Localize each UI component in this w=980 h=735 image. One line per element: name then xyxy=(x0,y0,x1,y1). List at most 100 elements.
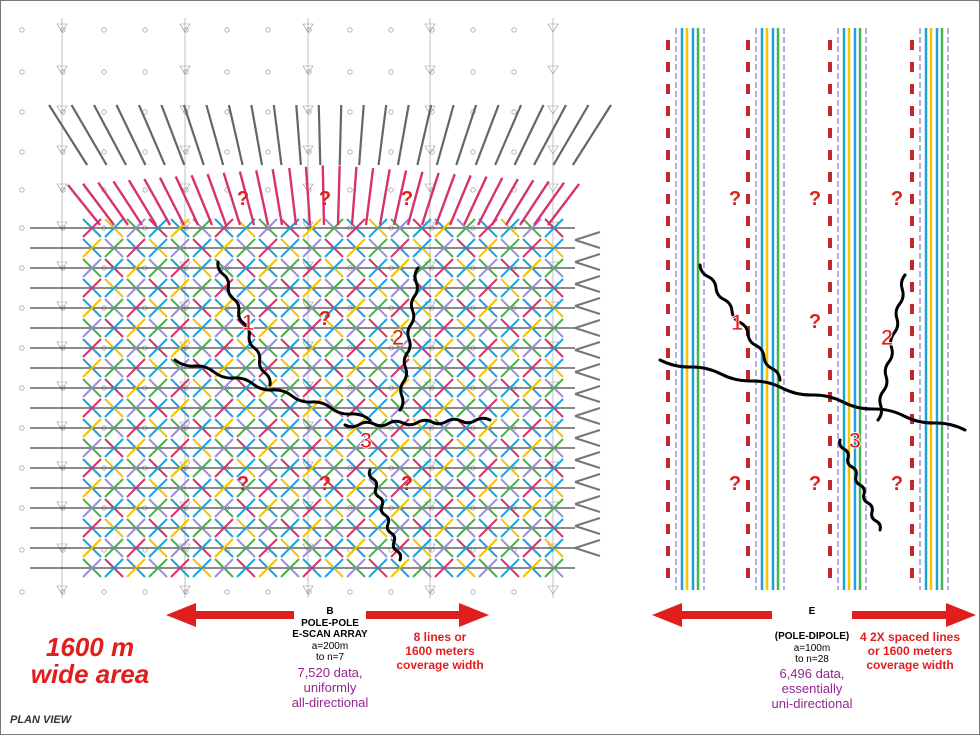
measurement-segment xyxy=(478,418,498,438)
measurement-segment xyxy=(478,358,498,378)
electrode-marker xyxy=(746,260,750,270)
measurement-segment xyxy=(434,278,454,298)
measurement-segment xyxy=(280,558,300,578)
question-mark: ? xyxy=(729,473,741,495)
station-marker xyxy=(265,187,271,193)
electrode-marker xyxy=(828,480,832,490)
measurement-segment xyxy=(434,478,454,498)
station-marker xyxy=(224,589,230,595)
measurement-segment xyxy=(192,358,212,378)
measurement-segment xyxy=(82,398,102,418)
measurement-segment xyxy=(544,538,564,558)
station-marker xyxy=(19,187,25,193)
electrode-marker xyxy=(302,105,314,115)
measurement-segment xyxy=(522,558,542,578)
left-arrow-left-head xyxy=(166,603,196,627)
coverage-arrows xyxy=(166,603,976,627)
measurement-segment xyxy=(258,418,278,438)
measurement-segment xyxy=(104,558,124,578)
radial-segment xyxy=(416,104,433,166)
measurement-segment xyxy=(324,498,344,518)
radial-segment xyxy=(533,104,567,166)
electrode-marker xyxy=(302,145,314,155)
measurement-segment xyxy=(82,278,102,298)
radial-segment xyxy=(317,104,322,166)
measurement-segment xyxy=(280,498,300,518)
measurement-segment xyxy=(544,278,564,298)
measurement-segment xyxy=(324,278,344,298)
measurement-segment xyxy=(148,518,168,538)
electrode-marker xyxy=(828,326,832,336)
measurement-segment xyxy=(148,218,168,238)
station-marker xyxy=(511,69,517,75)
radial-segment xyxy=(490,178,519,226)
measurement-segment xyxy=(522,338,542,358)
measurement-segment xyxy=(522,398,542,418)
electrode-marker xyxy=(910,282,914,292)
measurement-segment xyxy=(82,358,102,378)
measurement-segment xyxy=(500,338,520,358)
measurement-segment xyxy=(478,318,498,338)
right-array-letter: E xyxy=(808,606,816,617)
left-n-levels: to n=7 xyxy=(315,652,345,663)
fracture-traces xyxy=(173,260,967,562)
measurement-segment xyxy=(170,498,190,518)
measurement-segment xyxy=(456,358,476,378)
electrode-marker xyxy=(910,150,914,160)
electrode-marker xyxy=(910,260,914,270)
area-width-line2: wide area xyxy=(30,659,150,689)
radial-segment xyxy=(574,459,601,469)
question-mark: ? xyxy=(401,473,413,495)
station-marker xyxy=(19,505,25,511)
measurement-segment xyxy=(456,558,476,578)
measurement-segment xyxy=(236,398,256,418)
electrode-marker xyxy=(424,145,436,155)
electrode-marker xyxy=(746,40,750,50)
fracture-trace-1 xyxy=(216,260,272,387)
measurement-segment xyxy=(104,318,124,338)
electrode-marker xyxy=(56,461,68,471)
measurement-segment xyxy=(390,498,410,518)
radial-segment xyxy=(304,166,312,226)
measurement-segment xyxy=(368,418,388,438)
radial-segment xyxy=(82,183,115,226)
measurement-segment xyxy=(412,558,432,578)
measurement-segment xyxy=(214,458,234,478)
measurement-segment xyxy=(390,558,410,578)
electrode-marker xyxy=(179,183,191,193)
electrode-marker xyxy=(666,524,670,534)
measurement-segment xyxy=(368,378,388,398)
electrode-marker xyxy=(179,585,191,595)
electrode-marker xyxy=(666,282,670,292)
station-marker xyxy=(470,69,476,75)
measurement-segment xyxy=(258,298,278,318)
radial-segment xyxy=(321,165,326,226)
measurement-segment xyxy=(126,358,146,378)
measurement-segment xyxy=(368,458,388,478)
measurement-segment xyxy=(82,338,102,358)
electrode-marker xyxy=(547,105,559,115)
station-marker xyxy=(470,149,476,155)
measurement-segment xyxy=(126,338,146,358)
measurement-segment xyxy=(500,258,520,278)
electrode-marker xyxy=(746,502,750,512)
question-mark: ? xyxy=(729,188,741,210)
measurement-segment xyxy=(214,258,234,278)
electrode-marker xyxy=(547,23,559,33)
zone-label: 3 xyxy=(849,428,861,453)
measurement-segment xyxy=(456,278,476,298)
measurement-segment xyxy=(478,258,498,278)
measurement-segment xyxy=(126,458,146,478)
measurement-segment xyxy=(500,318,520,338)
measurement-segment xyxy=(544,498,564,518)
measurement-segment xyxy=(126,418,146,438)
zone-label: 1 xyxy=(242,310,254,335)
radial-segment xyxy=(435,104,455,166)
measurement-segment xyxy=(412,318,432,338)
question-mark: ? xyxy=(237,188,249,210)
measurement-segment xyxy=(544,438,564,458)
radial-segment xyxy=(574,283,601,293)
question-mark: ? xyxy=(809,473,821,495)
measurement-segment xyxy=(148,258,168,278)
electrode-marker xyxy=(828,238,832,248)
